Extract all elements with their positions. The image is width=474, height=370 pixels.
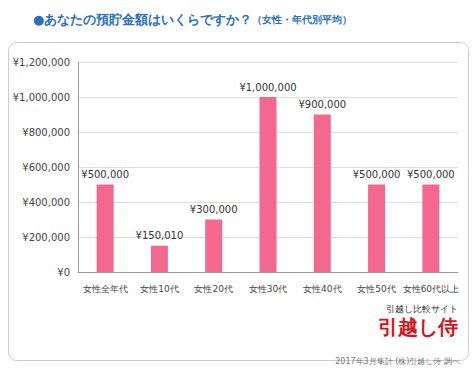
svg-text:¥900,000: ¥900,000 (298, 99, 346, 110)
svg-text:¥0: ¥0 (57, 267, 70, 278)
svg-text:女性40代: 女性40代 (303, 284, 341, 294)
svg-text:女性50代: 女性50代 (357, 284, 395, 294)
svg-text:女性全年代: 女性全年代 (83, 284, 128, 294)
svg-text:¥800,000: ¥800,000 (22, 127, 70, 138)
svg-text:¥1,200,000: ¥1,200,000 (13, 57, 70, 68)
svg-text:¥300,000: ¥300,000 (190, 204, 238, 215)
svg-text:¥500,000: ¥500,000 (407, 169, 455, 180)
svg-text:女性10代: 女性10代 (140, 284, 178, 294)
svg-text:2017年3月集計 (株)引越し侍 調べ: 2017年3月集計 (株)引越し侍 調べ (335, 357, 460, 366)
svg-text:¥400,000: ¥400,000 (22, 197, 70, 208)
svg-text:¥600,000: ¥600,000 (22, 162, 70, 173)
svg-text:（女性・年代別平均）: （女性・年代別平均） (252, 14, 352, 25)
svg-text:¥500,000: ¥500,000 (81, 169, 129, 180)
svg-text:¥500,000: ¥500,000 (353, 169, 401, 180)
svg-text:●あなたの預貯金額はいくらですか？: ●あなたの預貯金額はいくらですか？ (33, 12, 252, 27)
svg-text:¥200,000: ¥200,000 (22, 232, 70, 243)
svg-text:¥1,000,000: ¥1,000,000 (13, 92, 70, 103)
svg-text:引越し比較サイト: 引越し比較サイト (386, 304, 458, 314)
svg-text:女性60代以上: 女性60代以上 (403, 284, 459, 294)
svg-text:¥150,010: ¥150,010 (136, 230, 184, 241)
svg-text:女性30代: 女性30代 (249, 284, 287, 294)
svg-text:女性20代: 女性20代 (194, 284, 232, 294)
svg-text:¥1,000,000: ¥1,000,000 (239, 82, 296, 93)
svg-text:引越し侍: 引越し侍 (378, 315, 458, 339)
